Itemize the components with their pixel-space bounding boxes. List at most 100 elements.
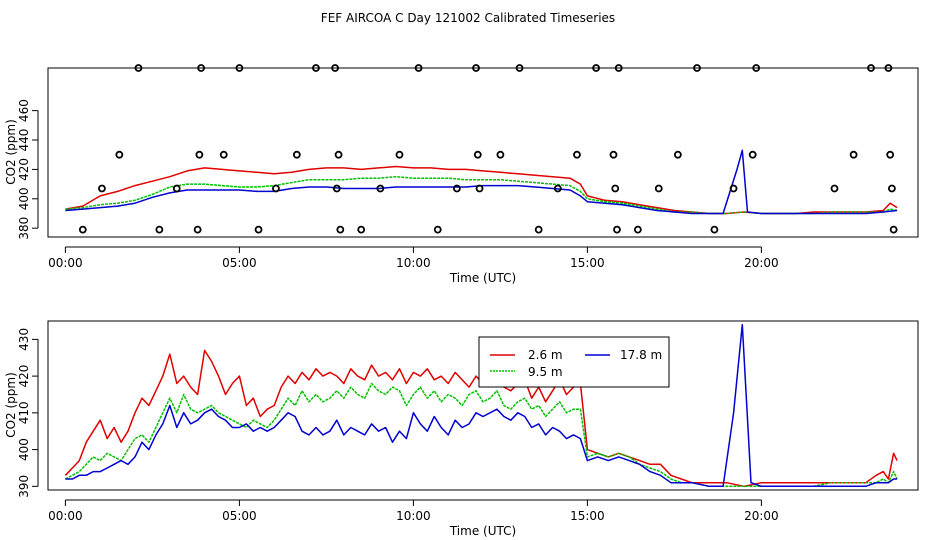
calibration-marker [155, 225, 164, 234]
legend: 2.6 m 9.5 m 17.8 m [478, 336, 670, 388]
calibration-marker [78, 225, 87, 234]
calibration-marker [654, 184, 663, 193]
bottom-x-tick-label: 20:00 [744, 509, 779, 523]
calibration-marker [889, 225, 898, 234]
bottom-x-axis: 00:00 05:00 10:00 15:00 20:00 [48, 499, 779, 523]
top-x-axis-label: Time (UTC) [449, 271, 516, 285]
calibration-marker [472, 64, 480, 72]
bottom-x-axis-label: Time (UTC) [449, 524, 516, 538]
top-series-9-5-m [65, 175, 898, 215]
calibration-marker [334, 150, 343, 159]
bottom-y-axis: 390 400 410 420 430 [17, 328, 39, 498]
calibration-marker [414, 64, 423, 72]
top-x-tick-label: 20:00 [744, 256, 779, 270]
legend-label-17-8m: 17.8 m [620, 348, 662, 362]
calibration-marker [673, 150, 682, 159]
calibration-marker [613, 225, 621, 234]
legend-label-9-5m: 9.5 m [528, 365, 563, 379]
calibration-marker [884, 64, 893, 72]
legend-label-2-6m: 2.6 m [528, 348, 563, 362]
top-y-tick-label: 440 [17, 129, 31, 152]
calibration-marker [609, 150, 618, 159]
top-y-axis: 380 400 420 440 460 [17, 99, 39, 240]
top-x-axis: 00:00 05:00 10:00 15:00 20:00 [48, 246, 779, 270]
legend-box [478, 336, 670, 388]
calibration-marker [830, 184, 839, 193]
calibration-marker [888, 184, 896, 193]
top-panel-frame [47, 67, 919, 238]
calibration-marker [98, 184, 106, 193]
calibration-marker [496, 150, 505, 159]
top-y-tick-label: 460 [17, 99, 31, 122]
calibration-marker [357, 225, 366, 234]
calibration-marker [515, 64, 524, 72]
calibration-marker [633, 225, 642, 234]
calibration-marker [193, 225, 202, 234]
calibration-marker [886, 150, 895, 159]
bottom-series-9-5-m [65, 382, 898, 488]
bottom-x-tick-label: 00:00 [48, 509, 83, 523]
calibration-marker [292, 150, 301, 159]
calibration-marker [219, 150, 228, 159]
top-panel: 00:00 05:00 10:00 15:00 20:00 380 400 420 440 46… [4, 64, 919, 285]
calibration-marker [395, 150, 404, 159]
top-x-tick-label: 15:00 [570, 256, 605, 270]
calibration-marker [534, 225, 543, 234]
calibration-marker [115, 150, 124, 159]
calibration-marker [553, 184, 562, 193]
bottom-series-17-8-m [65, 323, 898, 488]
top-x-tick-label: 10:00 [396, 256, 431, 270]
calibration-marker [693, 64, 701, 72]
top-x-tick-label: 00:00 [48, 256, 83, 270]
calibration-marker [254, 225, 263, 234]
bottom-x-tick-label: 05:00 [222, 509, 257, 523]
top-calibration-markers [78, 64, 898, 234]
calibration-marker [473, 150, 482, 159]
calibration-marker [272, 184, 280, 193]
calibration-marker [452, 184, 461, 193]
calibration-marker [433, 225, 442, 234]
calibration-marker [573, 150, 581, 159]
top-y-tick-label: 400 [17, 187, 31, 210]
calibration-marker [748, 150, 757, 159]
bottom-x-tick-label: 10:00 [396, 509, 431, 523]
calibration-marker [376, 184, 385, 193]
calibration-marker [752, 64, 761, 72]
calibration-marker [710, 225, 719, 234]
calibration-marker [867, 64, 875, 72]
calibration-marker [197, 64, 206, 72]
calibration-marker [332, 184, 341, 193]
calibration-marker [134, 64, 143, 72]
chart-title: FEF AIRCOA C Day 121002 Calibrated Times… [321, 11, 615, 25]
calibration-marker [336, 225, 345, 234]
top-series [65, 149, 898, 215]
bottom-panel-frame [47, 320, 919, 491]
calibration-marker [592, 64, 600, 72]
calibration-marker [475, 184, 484, 193]
bottom-y-axis-label: CO2 (ppm) [4, 372, 18, 438]
calibration-marker [195, 150, 204, 159]
calibration-marker [729, 184, 738, 193]
bottom-x-tick-label: 15:00 [570, 509, 605, 523]
bottom-y-tick-label: 420 [17, 365, 31, 388]
bottom-series-2-6-m [64, 349, 898, 488]
bottom-series [64, 323, 898, 488]
calibration-marker [849, 150, 858, 159]
calibration-marker [331, 64, 340, 72]
bottom-y-tick-label: 430 [17, 328, 31, 351]
bottom-panel: 00:00 05:00 10:00 15:00 20:00 390 400 410 420 43… [4, 320, 919, 538]
top-y-tick-label: 420 [17, 158, 31, 181]
calibration-marker [172, 184, 181, 193]
bottom-y-tick-label: 400 [17, 438, 31, 461]
calibration-marker [235, 64, 244, 72]
bottom-y-tick-label: 410 [17, 401, 31, 424]
bottom-y-tick-label: 390 [17, 475, 31, 498]
calibration-marker [614, 64, 623, 72]
top-x-tick-label: 05:00 [222, 256, 257, 270]
top-series-17-8-m [65, 149, 898, 215]
top-y-tick-label: 380 [17, 217, 31, 240]
calibration-marker [611, 184, 620, 193]
top-y-axis-label: CO2 (ppm) [4, 119, 18, 185]
